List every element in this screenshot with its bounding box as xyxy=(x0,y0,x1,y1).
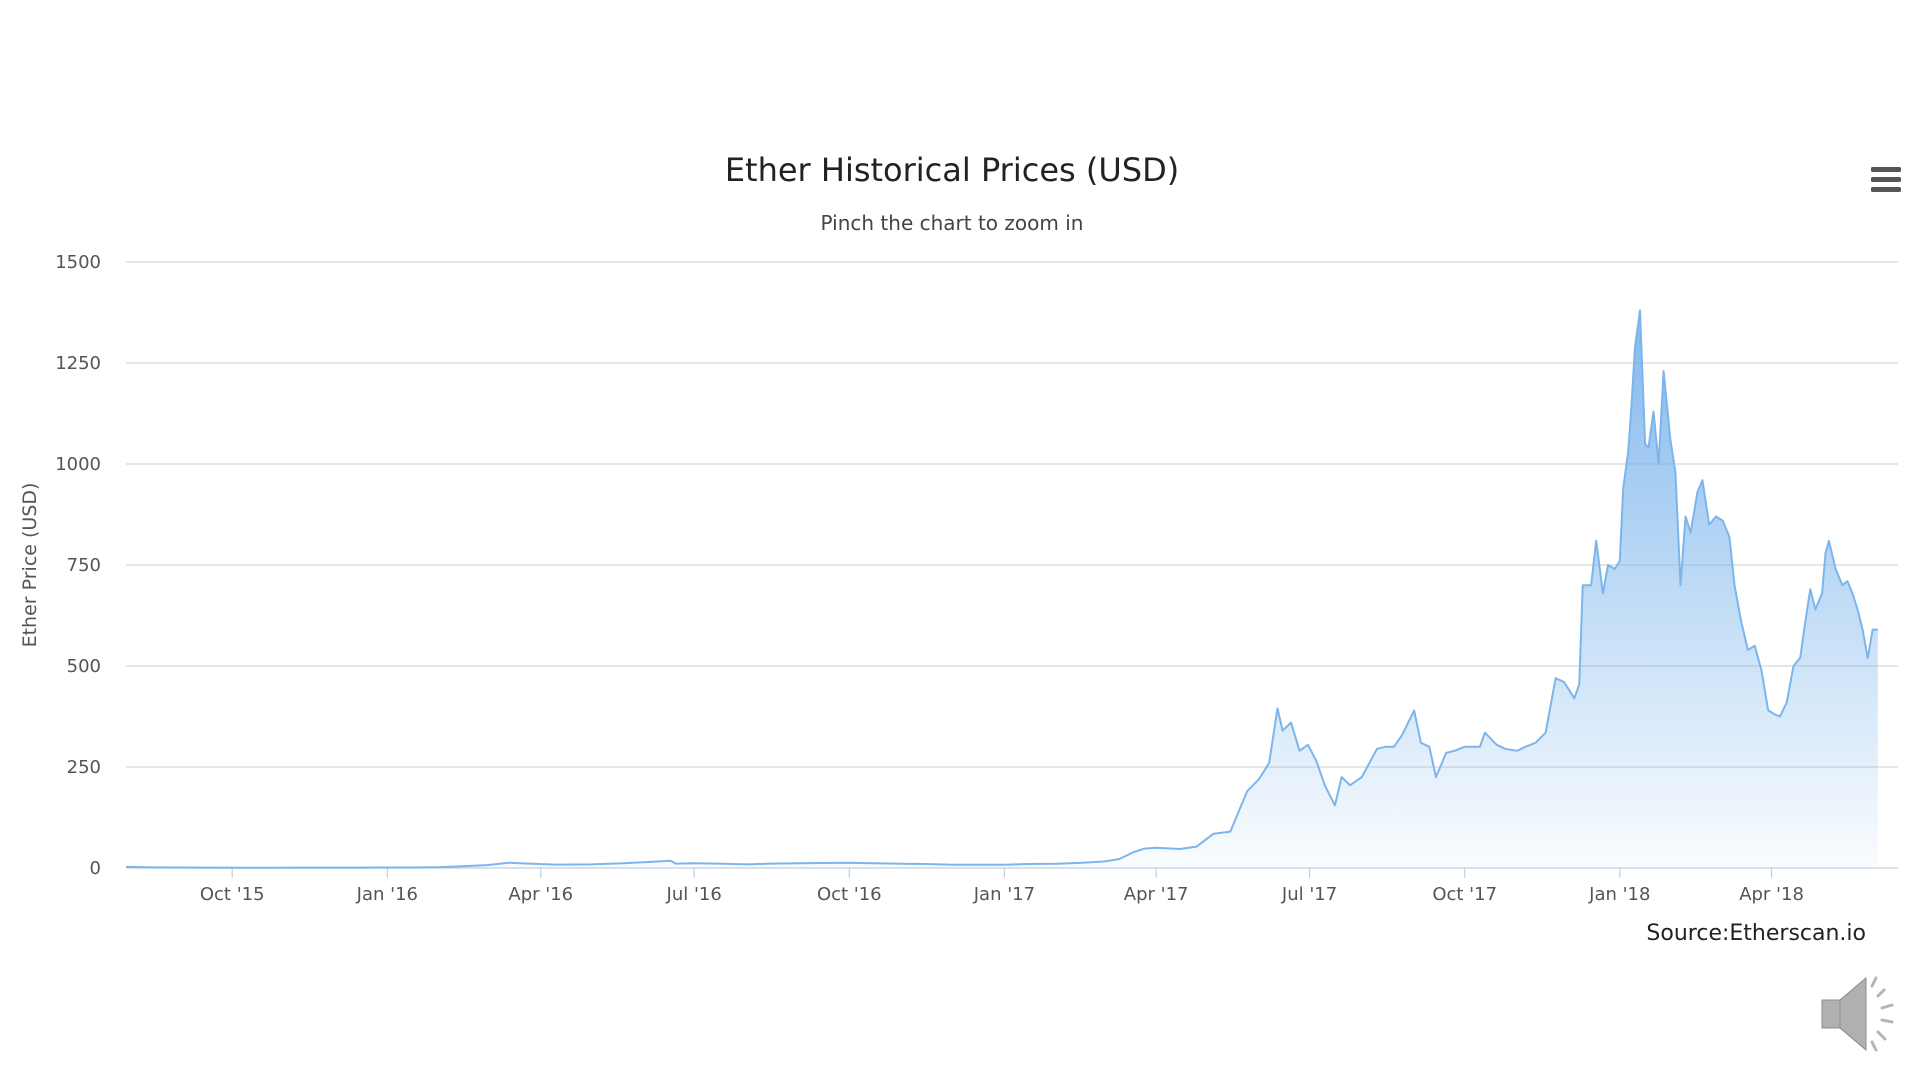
y-tick-label: 1500 xyxy=(55,252,101,273)
x-tick-label: Jan '17 xyxy=(973,884,1035,905)
x-tick-label: Apr '17 xyxy=(1124,884,1189,905)
source-credit[interactable]: Source:Etherscan.io xyxy=(1646,921,1866,946)
x-tick-label: Oct '16 xyxy=(817,884,882,905)
hamburger-menu-icon[interactable] xyxy=(1866,162,1906,196)
y-tick-label: 500 xyxy=(67,656,101,677)
y-tick-label: 250 xyxy=(67,757,101,778)
x-axis-labels: Oct '15 Jan '16 Apr '16 Jul '16 Oct '16 Jan '… xyxy=(200,884,1804,905)
x-tick-label: Jul '16 xyxy=(666,884,722,905)
x-tick-label: Apr '18 xyxy=(1739,884,1804,905)
x-axis xyxy=(126,867,1898,878)
chart-subtitle: Pinch the chart to zoom in xyxy=(821,211,1084,235)
series-area xyxy=(126,310,1878,868)
y-tick-label: 0 xyxy=(90,858,101,879)
x-tick-label: Apr '16 xyxy=(508,884,573,905)
x-tick-label: Oct '17 xyxy=(1432,884,1497,905)
chart-title: Ether Historical Prices (USD) xyxy=(725,151,1179,189)
speaker-icon[interactable] xyxy=(1821,976,1894,1052)
y-tick-label: 750 xyxy=(67,555,101,576)
y-tick-label: 1250 xyxy=(55,353,101,374)
y-axis-labels: 0 250 500 750 1000 1250 1500 xyxy=(55,252,101,879)
series-eth-price xyxy=(125,309,1878,869)
x-tick-label: Jan '16 xyxy=(356,884,418,905)
y-axis-title: Ether Price (USD) xyxy=(19,483,41,648)
x-tick-label: Jan '18 xyxy=(1588,884,1650,905)
x-tick-label: Jul '17 xyxy=(1281,884,1337,905)
y-tick-label: 1000 xyxy=(55,454,101,475)
series-line xyxy=(125,309,1878,869)
x-tick-label: Oct '15 xyxy=(200,884,265,905)
